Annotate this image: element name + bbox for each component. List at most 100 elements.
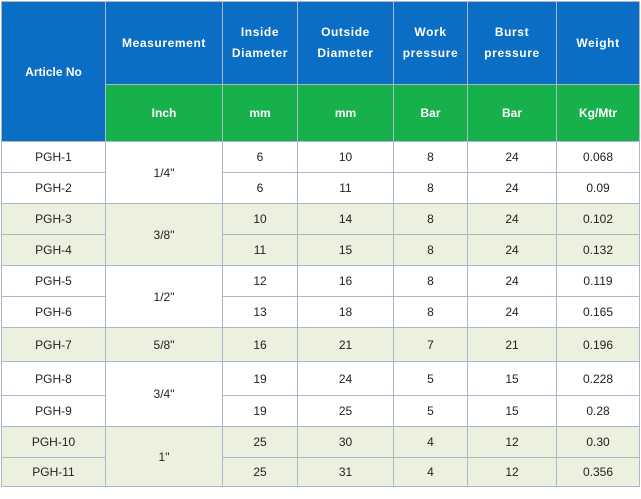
header-outside-diameter-line2: Diameter [317,46,374,60]
table-row: PGH-9 19 25 5 15 0.28 [1,395,640,427]
unit-burst-pressure: Bar [467,84,557,142]
cell-work-pressure: 4 [393,457,468,487]
unit-row: Inch mm mm Bar Bar Kg/Mtr [2,84,640,142]
cell-work-pressure: 8 [393,265,468,297]
cell-work-pressure: 8 [393,203,468,235]
table-row: PGH-5 1/2" 12 16 8 24 0.119 [1,265,640,328]
table-row: PGH-6 13 18 8 24 0.165 [1,296,640,328]
cell-weight: 0.132 [556,234,640,266]
cell-weight: 0.356 [556,457,640,487]
unit-outside-diameter: mm [297,84,394,142]
cell-outside-diameter: 24 [297,361,394,396]
header-burst-pressure-line2: pressure [484,46,540,60]
cell-article: PGH-10 [1,426,106,458]
cell-outside-diameter: 10 [297,141,394,173]
cell-inside-diameter: 13 [222,296,298,328]
cell-work-pressure: 8 [393,234,468,266]
unit-inside-diameter: mm [222,84,298,142]
cell-weight: 0.119 [556,265,640,297]
cell-inside-diameter: 6 [222,141,298,173]
cell-outside-diameter: 25 [297,395,394,427]
cell-inside-diameter: 19 [222,395,298,427]
cell-inside-diameter: 19 [222,361,298,396]
cell-inside-diameter: 11 [222,234,298,266]
cell-work-pressure: 5 [393,395,468,427]
cell-article: PGH-7 [1,327,106,362]
cell-inside-diameter: 25 [222,426,298,458]
table-row: PGH-11 25 31 4 12 0.356 [1,457,640,487]
cell-inside-diameter: 10 [222,203,298,235]
cell-burst-pressure: 15 [467,361,557,396]
hose-spec-table: Article No Measurement Inside Diameter Ou… [1,1,640,487]
cell-work-pressure: 8 [393,296,468,328]
cell-weight: 0.228 [556,361,640,396]
cell-burst-pressure: 24 [467,203,557,235]
cell-work-pressure: 7 [393,327,468,362]
unit-weight: Kg/Mtr [556,84,640,142]
cell-burst-pressure: 12 [467,426,557,458]
header-burst-pressure-line1: Burst [494,25,530,39]
cell-article: PGH-11 [1,457,106,487]
cell-article: PGH-8 [1,361,106,396]
cell-burst-pressure: 21 [467,327,557,362]
header-work-pressure-line1: Work [414,25,447,39]
cell-work-pressure: 8 [393,141,468,173]
cell-outside-diameter: 31 [297,457,394,487]
cell-outside-diameter: 21 [297,327,394,362]
cell-measurement: 1/4" [105,141,223,204]
cell-burst-pressure: 12 [467,457,557,487]
cell-work-pressure: 8 [393,172,468,204]
table-row: PGH-4 11 15 8 24 0.132 [1,234,640,266]
table-row: PGH-8 3/4" 19 24 5 15 0.228 [1,361,640,427]
cell-burst-pressure: 24 [467,265,557,297]
header-weight: Weight [556,1,640,85]
header-outside-diameter-line1: Outside [321,25,370,39]
header-row: Article No Measurement Inside Diameter Ou… [1,1,640,142]
cell-inside-diameter: 12 [222,265,298,297]
cell-work-pressure: 5 [393,361,468,396]
cell-inside-diameter: 16 [222,327,298,362]
cell-burst-pressure: 24 [467,172,557,204]
cell-measurement: 3/8" [105,203,223,266]
cell-weight: 0.165 [556,296,640,328]
header-inside-diameter-line2: Diameter [231,46,289,60]
cell-weight: 0.30 [556,426,640,458]
cell-weight: 0.102 [556,203,640,235]
cell-article: PGH-1 [1,141,106,173]
cell-burst-pressure: 15 [467,395,557,427]
cell-weight: 0.09 [556,172,640,204]
cell-outside-diameter: 16 [297,265,394,297]
cell-burst-pressure: 24 [467,234,557,266]
cell-article: PGH-2 [1,172,106,204]
cell-outside-diameter: 15 [297,234,394,266]
cell-work-pressure: 4 [393,426,468,458]
cell-inside-diameter: 6 [222,172,298,204]
cell-measurement: 1" [105,426,223,487]
cell-measurement: 1/2" [105,265,223,328]
table-row: PGH-7 5/8" 16 21 7 21 0.196 [1,327,640,362]
cell-weight: 0.28 [556,395,640,427]
table-row: PGH-3 3/8" 10 14 8 24 0.102 [1,203,640,266]
table-row: PGH-1 1/4" 6 10 8 24 0.068 [1,141,640,204]
cell-measurement: 5/8" [105,327,223,362]
cell-article: PGH-5 [1,265,106,297]
unit-measurement: Inch [105,84,223,142]
cell-measurement: 3/4" [105,361,223,427]
cell-inside-diameter: 25 [222,457,298,487]
header-inside-diameter: Inside Diameter [222,1,298,85]
header-inside-diameter-line1: Inside [240,25,280,39]
cell-article: PGH-4 [1,234,106,266]
cell-article: PGH-9 [1,395,106,427]
cell-burst-pressure: 24 [467,296,557,328]
header-article-no: Article No [1,1,106,142]
cell-article: PGH-6 [1,296,106,328]
unit-work-pressure: Bar [393,84,468,142]
table-row: PGH-10 1" 25 30 4 12 0.30 [1,426,640,487]
header-work-pressure: Work pressure [393,1,468,85]
table-row: PGH-2 6 11 8 24 0.09 [1,172,640,204]
cell-outside-diameter: 11 [297,172,394,204]
cell-article: PGH-3 [1,203,106,235]
cell-weight: 0.196 [556,327,640,362]
header-work-pressure-line2: pressure [402,46,459,60]
cell-outside-diameter: 18 [297,296,394,328]
